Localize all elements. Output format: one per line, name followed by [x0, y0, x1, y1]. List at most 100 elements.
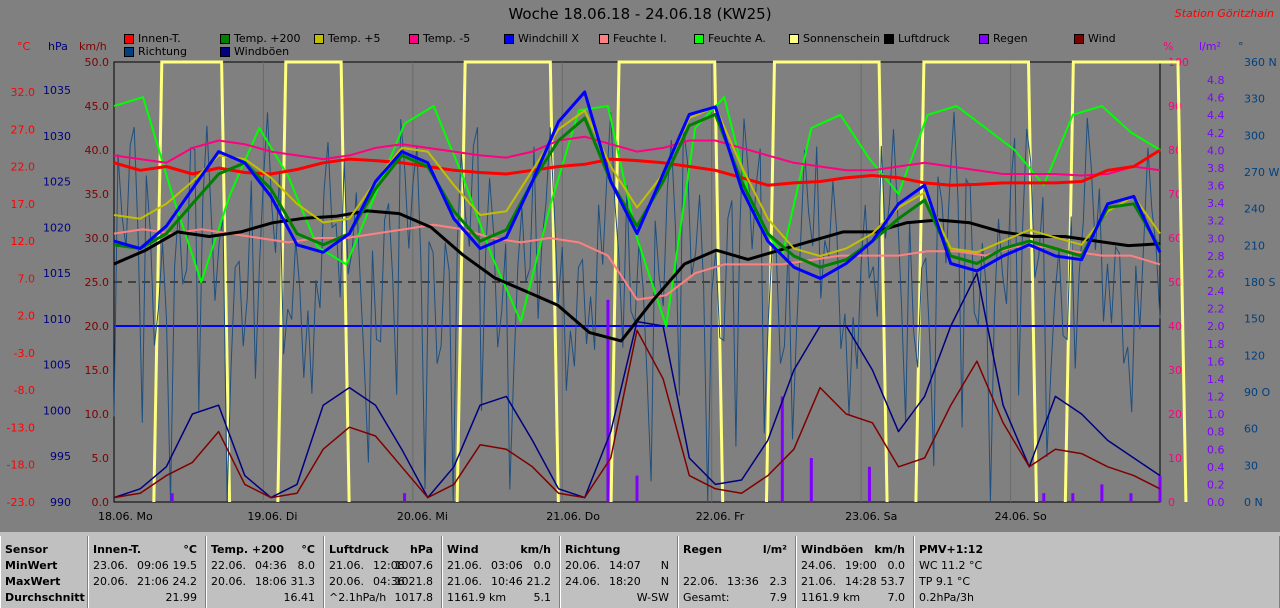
stats-panel-header: Innen-T. °C — [93, 542, 201, 558]
legend-swatch — [979, 33, 989, 44]
rain-bar — [1158, 475, 1162, 502]
stats-sensor-name: Richtung — [565, 543, 621, 556]
tick-kmh: 35.0 — [85, 188, 110, 201]
tick-hpa: 1035 — [43, 84, 71, 97]
stats-value: 19.5 — [172, 559, 198, 572]
tick-rain: 1.6 — [1207, 355, 1225, 368]
tick-celsius: 12.0 — [11, 235, 36, 248]
stats-value: 2.3 — [769, 575, 788, 588]
tick-direction: 300 — [1244, 129, 1265, 142]
tick-rain: 2.2 — [1207, 303, 1225, 316]
tick-rain: 3.8 — [1207, 162, 1225, 175]
stats-value: 21.99 — [165, 591, 198, 604]
legend-swatch — [789, 33, 799, 44]
tick-hpa: 990 — [50, 496, 71, 509]
stats-value-row: 20.06. 04:36 1021.8 — [329, 574, 437, 590]
legend-item: Luftdruck — [884, 32, 950, 45]
stats-time: 09:06 — [137, 559, 169, 572]
tick-direction: 240 — [1244, 203, 1265, 216]
stats-date: 1161.9 km — [447, 591, 507, 604]
legend-swatch — [884, 33, 894, 44]
unit-degree: ° — [1238, 40, 1244, 53]
tick-celsius: 17.0 — [11, 198, 36, 211]
legend-label: Temp. -5 — [423, 32, 471, 45]
legend-label: Richtung — [138, 45, 187, 58]
unit-kmh: km/h — [79, 40, 107, 53]
tick-celsius: 2.0 — [18, 310, 36, 323]
tick-rain: 1.8 — [1207, 338, 1225, 351]
stats-time: 04:36 — [373, 575, 405, 588]
series-richtung — [113, 111, 1161, 503]
stats-value: N — [660, 559, 669, 572]
stats-date: 20.06. — [93, 575, 128, 588]
legend-swatch — [220, 33, 230, 44]
stats-value-row: 24.06. 18:20 N — [565, 574, 673, 590]
series-temp-minus5 — [113, 135, 1161, 177]
legend-label: Sonnenschein — [803, 32, 880, 45]
series-feuchte-a — [113, 96, 1161, 327]
stats-date: WC 11.2 °C — [919, 559, 983, 572]
tick-rain: 2.6 — [1207, 267, 1225, 280]
legend-swatch — [124, 46, 134, 57]
legend-swatch — [409, 33, 419, 44]
tick-percent: 60 — [1168, 232, 1182, 245]
stats-sensor-unit: km/h — [874, 543, 905, 556]
tick-rain: 4.6 — [1207, 92, 1225, 105]
stats-value: 0.0 — [533, 559, 552, 572]
legend-swatch — [694, 33, 704, 44]
stats-value-row: WC 11.2 °C — [919, 558, 1275, 574]
stats-date: 24.06. — [565, 575, 600, 588]
tick-rain: 2.0 — [1207, 320, 1225, 333]
tick-celsius: 32.0 — [11, 86, 36, 99]
header-min: MinWert — [5, 559, 58, 572]
tick-celsius: 27.0 — [11, 123, 36, 136]
header-avg: Durchschnitt — [5, 591, 85, 604]
unit-hpa: hPa — [48, 40, 68, 53]
rain-bar — [1129, 493, 1133, 502]
tick-percent: 0 — [1168, 496, 1175, 509]
stats-date: ^2.1hPa/h — [329, 591, 387, 604]
stats-row-headers: Sensor MinWert MaxWert Durchschnitt — [0, 536, 88, 608]
tick-rain: 0.2 — [1207, 478, 1225, 491]
stats-sensor-name: Temp. +200 — [211, 543, 285, 556]
stats-panel: Richtung 20.06. 14:07 N 24.06. 18:20 N W-SW — [560, 536, 678, 608]
stats-value: 1007.6 — [394, 559, 434, 572]
tick-direction: 30 — [1244, 459, 1258, 472]
stats-time: 19:00 — [845, 559, 877, 572]
tick-day: 18.06. Mo — [98, 510, 153, 523]
stats-value: 8.0 — [297, 559, 316, 572]
tick-day: 20.06. Mi — [397, 510, 448, 523]
stats-value-row: 22.06. 13:36 2.3 — [683, 574, 791, 590]
stats-sensor-name: Wind — [447, 543, 479, 556]
legend-item: Temp. +5 — [314, 32, 381, 45]
tick-kmh: 5.0 — [92, 452, 110, 465]
stats-value-row: 0.2hPa/3h — [919, 590, 1275, 606]
tick-direction: 90 O — [1244, 386, 1270, 399]
tick-rain: 2.8 — [1207, 250, 1225, 263]
stats-date: 22.06. — [683, 575, 718, 588]
stats-value-row: 21.06. 03:06 0.0 — [447, 558, 555, 574]
stats-time: 18:20 — [609, 575, 641, 588]
series-temp-200 — [113, 112, 1162, 269]
rain-bar — [1042, 493, 1046, 502]
stats-value-row: 16.41 — [211, 590, 319, 606]
stats-date: Gesamt: — [683, 591, 730, 604]
stats-date: 21.06. — [447, 575, 482, 588]
stats-time: 03:06 — [491, 559, 523, 572]
stats-date: 21.06. — [329, 559, 364, 572]
unit-percent: % — [1163, 40, 1174, 53]
tick-hpa: 1000 — [43, 404, 71, 417]
unit-celsius: °C — [17, 40, 31, 53]
tick-direction: 360 N — [1244, 56, 1277, 69]
legend-label: Innen-T. — [138, 32, 181, 45]
tick-rain: 3.0 — [1207, 232, 1225, 245]
stats-date: TP 9.1 °C — [919, 575, 971, 588]
legend-item: Feuchte A. — [694, 32, 766, 45]
stats-value-row: 21.99 — [93, 590, 201, 606]
tick-kmh: 45.0 — [85, 100, 110, 113]
legend-swatch — [1074, 33, 1084, 44]
tick-celsius: -8.0 — [14, 384, 35, 397]
tick-direction: 210 — [1244, 239, 1265, 252]
tick-hpa: 1020 — [43, 221, 71, 234]
tick-direction: 0 N — [1244, 496, 1263, 509]
